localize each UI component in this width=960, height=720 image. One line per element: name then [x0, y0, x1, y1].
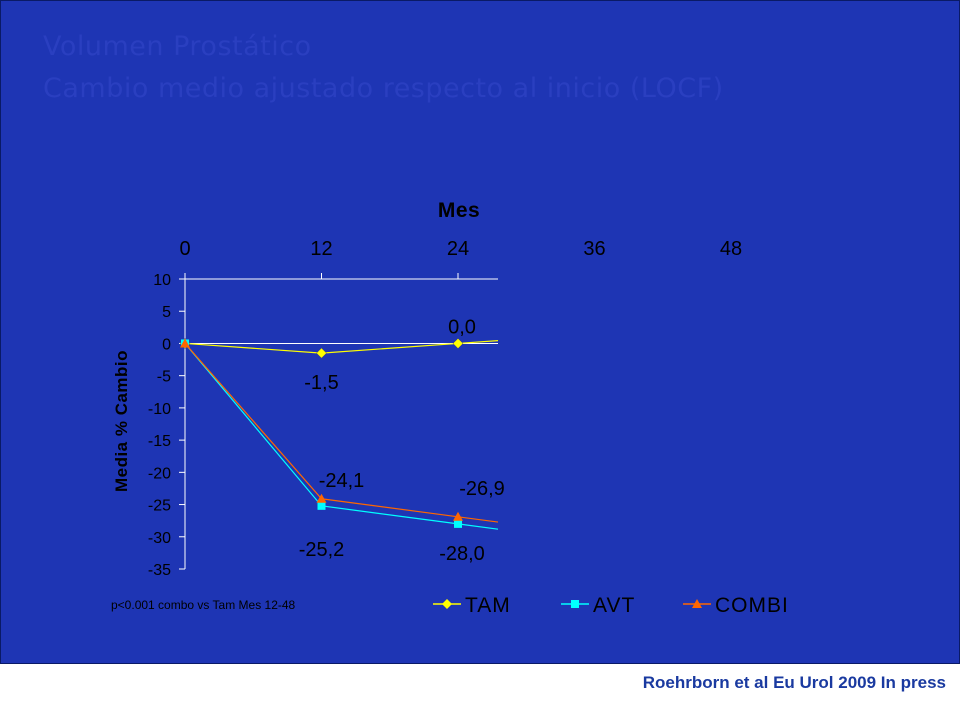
legend-label-tam: TAM [465, 594, 511, 617]
slide-background: Volumen Prostático Cambio medio ajustado… [0, 0, 960, 664]
y-tick-label: -35 [148, 562, 171, 579]
p-value-note: p<0.001 combo vs Tam Mes 12-48 [111, 598, 296, 612]
y-tick-label: -20 [148, 465, 171, 482]
data-label: -1,5 [304, 372, 338, 394]
data-point-combi [316, 493, 327, 503]
data-label: -24,1 [319, 470, 365, 492]
data-label: -28,0 [439, 543, 485, 565]
legend-marker-avt [571, 600, 579, 608]
legend-label-avt: AVT [593, 594, 635, 617]
legend-marker-combi [692, 599, 702, 608]
x-tick-label: 36 [583, 238, 605, 260]
y-tick-label: 0 [162, 336, 171, 353]
citation: Roehrborn et al Eu Urol 2009 In press [642, 673, 946, 692]
x-axis-title: Mes [437, 199, 481, 222]
legend-label-combi: COMBI [715, 594, 789, 617]
data-point-combi [180, 338, 190, 348]
x-tick-label: 24 [447, 238, 469, 260]
y-tick-label: -15 [148, 433, 171, 450]
series-line-combi [184, 343, 499, 523]
series-line-tam [184, 340, 499, 354]
data-point-avt [454, 519, 462, 528]
slide-title-line1: Volumen Prostático [43, 31, 312, 62]
y-tick-label: -10 [148, 401, 171, 418]
data-point-combi [453, 511, 463, 521]
x-tick-label: 0 [179, 238, 190, 260]
data-label: -25,2 [299, 539, 345, 561]
data-point-tam [316, 347, 327, 359]
y-tick-label: -30 [148, 530, 171, 547]
y-tick-label: -5 [157, 369, 171, 386]
y-tick-label: 10 [153, 272, 171, 289]
data-point-avt [317, 501, 326, 510]
data-label: 0,0 [448, 316, 476, 338]
data-label: -26,9 [459, 478, 505, 500]
x-tick-label: 48 [720, 238, 742, 260]
y-tick-label: -25 [148, 498, 171, 515]
slide-title-line2: Cambio medio ajustado respecto al inicio… [43, 73, 724, 104]
x-tick-label: 12 [310, 238, 332, 260]
series-line-avt [184, 343, 499, 530]
line-chart: 10 5 0 -5 -10 -15 -20 -25 -30 -35 0 12 24 36 48 -1,5 0,0… [148, 238, 789, 617]
data-point-tam [452, 338, 464, 349]
legend-marker-tam [442, 599, 452, 609]
y-tick-label: 5 [162, 304, 171, 321]
